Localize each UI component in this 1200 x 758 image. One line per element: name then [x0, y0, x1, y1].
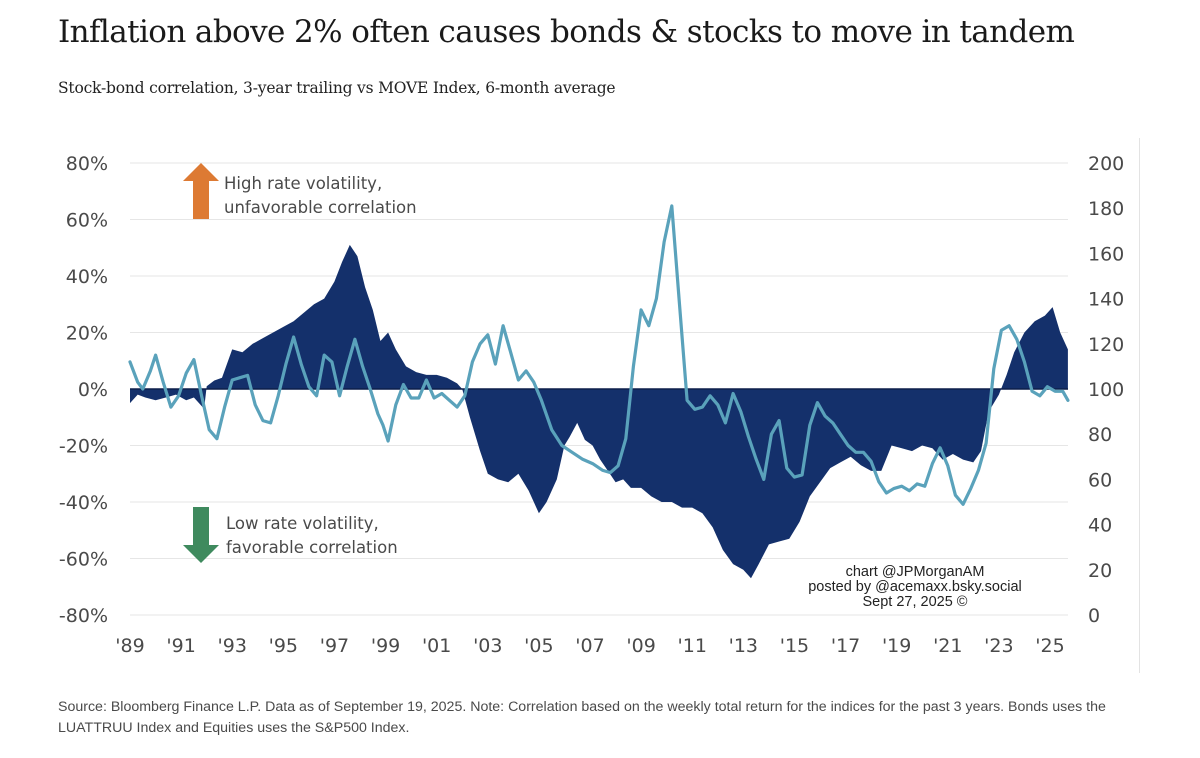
x-tick-label: '91: [166, 635, 195, 657]
x-tick-label: '09: [626, 635, 655, 657]
x-tick-label: '19: [882, 635, 911, 657]
left-tick-label: 0%: [78, 379, 108, 401]
x-tick-label: '25: [1035, 635, 1064, 657]
right-tick-label: 140: [1088, 289, 1124, 311]
x-tick-label: '11: [678, 635, 707, 657]
up-arrow-icon: [183, 163, 219, 219]
right-tick-label: 160: [1088, 243, 1124, 265]
x-tick-label: '05: [524, 635, 553, 657]
left-tick-label: -80%: [59, 605, 108, 627]
x-tick-label: '21: [933, 635, 962, 657]
x-tick-label: '17: [831, 635, 860, 657]
credit-line-2: posted by @acemaxx.bsky.social: [808, 579, 1022, 595]
high-annotation-line2: unfavorable correlation: [224, 198, 417, 217]
x-tick-label: '07: [575, 635, 604, 657]
right-tick-label: 180: [1088, 198, 1124, 220]
right-border-divider: [1139, 138, 1140, 673]
credit-line-3: Sept 27, 2025 ©: [862, 594, 967, 610]
x-tick-label: '99: [371, 635, 400, 657]
x-tick-label: '23: [984, 635, 1013, 657]
down-arrow-icon: [183, 507, 219, 563]
correlation-area-series: [130, 244, 1068, 579]
x-tick-label: '97: [320, 635, 349, 657]
chart-subtitle: Stock-bond correlation, 3-year trailing …: [58, 79, 616, 97]
right-tick-label: 80: [1088, 424, 1112, 446]
right-tick-label: 0: [1088, 605, 1100, 627]
left-tick-label: -20%: [59, 436, 108, 458]
low-annotation-line1: Low rate volatility,: [226, 514, 379, 533]
low-annotation-line2: favorable correlation: [226, 538, 398, 557]
x-tick-label: '13: [729, 635, 758, 657]
right-tick-label: 40: [1088, 515, 1112, 537]
right-tick-label: 20: [1088, 560, 1112, 582]
move-index-line-series: [128, 204, 1070, 506]
high-annotation-line1: High rate volatility,: [224, 174, 382, 193]
left-tick-label: 20%: [66, 323, 108, 345]
left-tick-label: 40%: [66, 266, 108, 288]
x-tick-label: '01: [422, 635, 451, 657]
right-tick-label: 200: [1088, 153, 1124, 175]
left-axis-ticks: 80% 60% 40% 20% 0% -20% -40% -60% -80%: [59, 153, 108, 627]
x-axis-ticks: '89 '91 '93 '95 '97 '99 '01 '03 '05 '07 '09 '11 '13 '…: [115, 635, 1064, 657]
left-tick-label: 60%: [66, 210, 108, 232]
chart-title: Inflation above 2% often causes bonds & …: [58, 14, 1075, 50]
left-tick-label: -60%: [59, 549, 108, 571]
source-footnote: Source: Bloomberg Finance L.P. Data as o…: [58, 699, 1106, 736]
x-tick-label: '95: [269, 635, 298, 657]
high-volatility-annotation: High rate volatility, unfavorable correl…: [183, 163, 417, 219]
right-tick-label: 60: [1088, 469, 1112, 491]
x-tick-label: '93: [218, 635, 247, 657]
right-tick-label: 120: [1088, 334, 1124, 356]
low-volatility-annotation: Low rate volatility, favorable correlati…: [183, 507, 398, 563]
x-tick-label: '89: [115, 635, 144, 657]
credit-watermark: chart @JPMorganAM posted by @acemaxx.bsk…: [808, 564, 1022, 610]
credit-line-1: chart @JPMorganAM: [846, 564, 985, 580]
x-tick-label: '15: [780, 635, 809, 657]
x-tick-label: '03: [473, 635, 502, 657]
left-tick-label: 80%: [66, 153, 108, 175]
right-tick-label: 100: [1088, 379, 1124, 401]
left-tick-label: -40%: [59, 492, 108, 514]
